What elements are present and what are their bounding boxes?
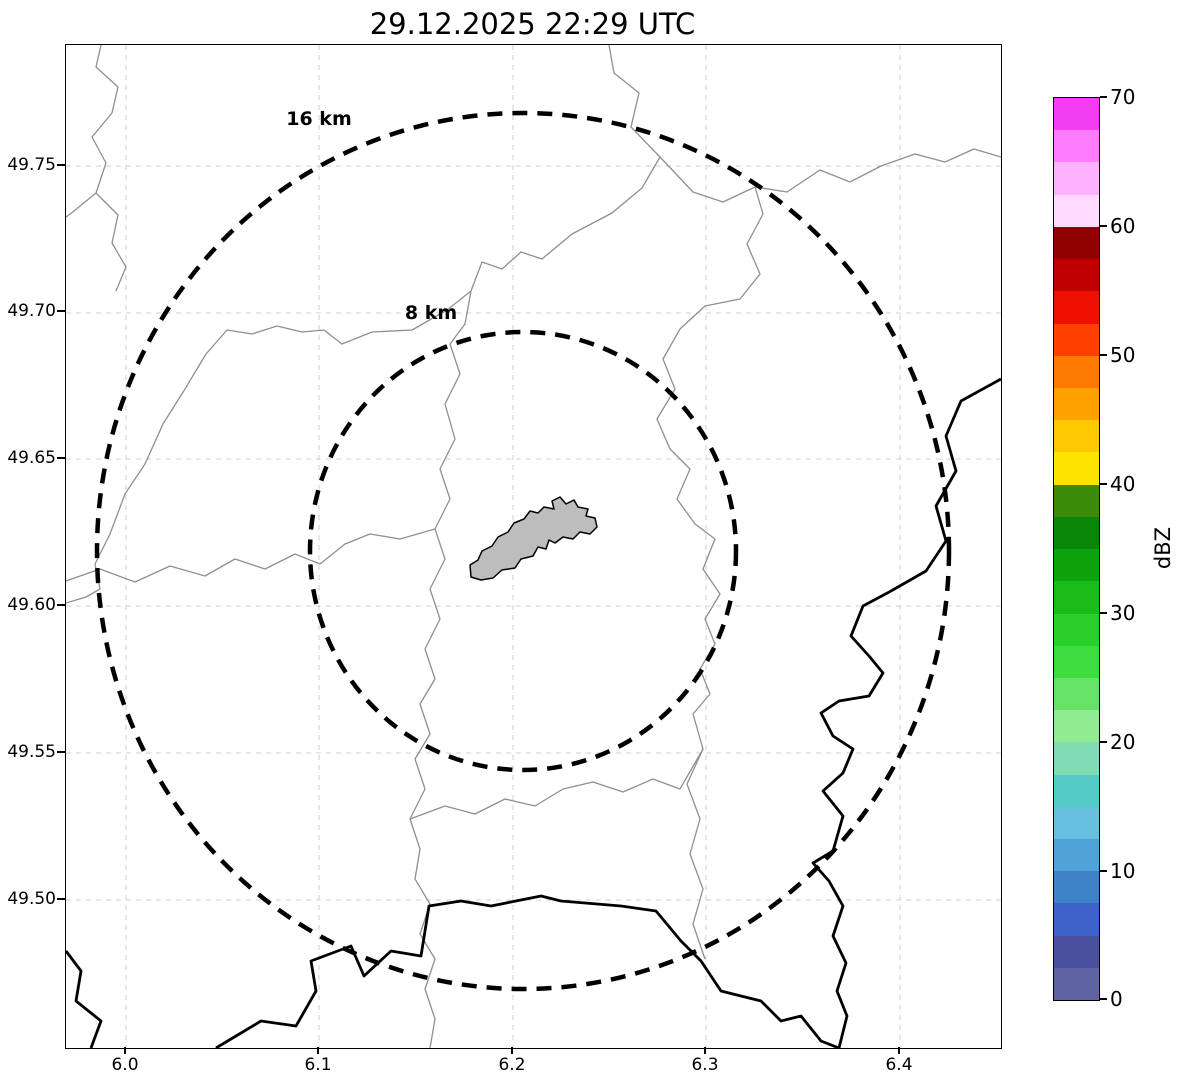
colorbar-band <box>1054 677 1099 711</box>
colorbar-axis-label: dBZ <box>1151 526 1175 570</box>
y-tick-label: 49.55 <box>7 742 56 762</box>
map-plot: 16 km 8 km <box>65 44 1002 1049</box>
colorbar-band <box>1054 549 1099 582</box>
x-tick-label: 6.0 <box>111 1055 139 1075</box>
colorbar-band <box>1054 710 1099 743</box>
x-tick-mark <box>511 1047 513 1054</box>
y-tick-mark <box>57 310 65 312</box>
colorbar-band <box>1054 613 1099 646</box>
colorbar-tick-mark <box>1100 998 1107 1000</box>
colorbar-band <box>1054 194 1099 227</box>
x-tick-label: 6.1 <box>304 1055 332 1075</box>
colorbar-band <box>1054 420 1099 453</box>
colorbar-tick-label: 60 <box>1110 214 1136 238</box>
y-tick-mark <box>57 751 65 753</box>
colorbar-tick-mark <box>1100 483 1107 485</box>
colorbar-band <box>1054 484 1099 517</box>
figure-title: 29.12.2025 22:29 UTC <box>369 7 696 41</box>
boundary-line <box>656 186 764 960</box>
range-rings <box>94 110 952 992</box>
colorbar-band <box>1054 839 1099 872</box>
boundary-line <box>659 148 1001 203</box>
boundary-line <box>409 290 472 1048</box>
x-tick-label: 6.4 <box>885 1055 913 1075</box>
x-tick-mark <box>704 1047 706 1054</box>
y-tick-mark <box>57 604 65 606</box>
colorbar-tick-label: 10 <box>1110 859 1136 883</box>
colorbar-band <box>1054 516 1099 550</box>
range-ring-label-8km: 8 km <box>405 302 457 324</box>
colorbar-band <box>1054 226 1099 260</box>
y-tick-mark <box>57 457 65 459</box>
colorbar-tick-label: 0 <box>1110 987 1123 1011</box>
boundary-line <box>409 748 704 820</box>
colorbar-tick-mark <box>1100 354 1107 356</box>
colorbar-tick-mark <box>1100 870 1107 872</box>
airport-polygon <box>469 496 598 581</box>
colorbar-band <box>1054 806 1099 840</box>
colorbar-band <box>1054 967 1099 1001</box>
country-border-line <box>215 894 840 1048</box>
colorbar-band <box>1054 774 1099 807</box>
boundary-line <box>66 528 436 583</box>
colorbar-band <box>1054 323 1099 356</box>
colorbar-band <box>1054 130 1099 163</box>
admin-boundaries <box>66 45 1001 1048</box>
colorbar-band <box>1054 387 1099 421</box>
y-tick-mark <box>57 898 65 900</box>
colorbar-gradient <box>1053 97 1100 1001</box>
x-tick-mark <box>317 1047 319 1054</box>
colorbar-band <box>1054 98 1099 131</box>
boundary-line <box>66 45 119 218</box>
colorbar-tick-label: 20 <box>1110 730 1136 754</box>
x-tick-label: 6.2 <box>498 1055 526 1075</box>
colorbar-band <box>1054 871 1099 904</box>
y-tick-label: 49.70 <box>7 301 56 321</box>
x-tick-mark <box>898 1047 900 1054</box>
colorbar-tick-mark <box>1100 96 1107 98</box>
colorbar-tick-mark <box>1100 741 1107 743</box>
country-border-line <box>66 950 103 1048</box>
y-tick-label: 49.75 <box>7 155 56 175</box>
y-tick-label: 49.50 <box>7 889 56 909</box>
colorbar-band <box>1054 355 1099 388</box>
boundary-line <box>66 45 661 604</box>
colorbar-tick-label: 50 <box>1110 343 1136 367</box>
y-tick-mark <box>57 164 65 166</box>
x-tick-label: 6.3 <box>691 1055 719 1075</box>
range-ring-label-16km: 16 km <box>286 108 352 130</box>
colorbar-band <box>1054 645 1099 678</box>
y-tick-label: 49.60 <box>7 595 56 615</box>
colorbar-band <box>1054 291 1099 324</box>
colorbar-band <box>1054 581 1099 614</box>
colorbar-band <box>1054 935 1099 968</box>
y-tick-label: 49.65 <box>7 448 56 468</box>
boundary-line <box>95 192 127 292</box>
country-borders <box>66 377 1001 1048</box>
country-border-line <box>811 377 1001 1048</box>
range-ring-16km <box>94 110 952 992</box>
colorbar-tick-label: 70 <box>1110 85 1136 109</box>
range-ring-8km <box>307 329 739 773</box>
map-svg: 16 km 8 km <box>66 45 1001 1048</box>
colorbar-tick-label: 40 <box>1110 472 1136 496</box>
colorbar-tick-mark <box>1100 225 1107 227</box>
colorbar-tick-label: 30 <box>1110 601 1136 625</box>
colorbar-tick-mark <box>1100 612 1107 614</box>
colorbar-band <box>1054 259 1099 292</box>
colorbar-band <box>1054 452 1099 485</box>
colorbar-band <box>1054 162 1099 195</box>
x-tick-mark <box>124 1047 126 1054</box>
colorbar-band <box>1054 742 1099 775</box>
colorbar-band <box>1054 903 1099 936</box>
